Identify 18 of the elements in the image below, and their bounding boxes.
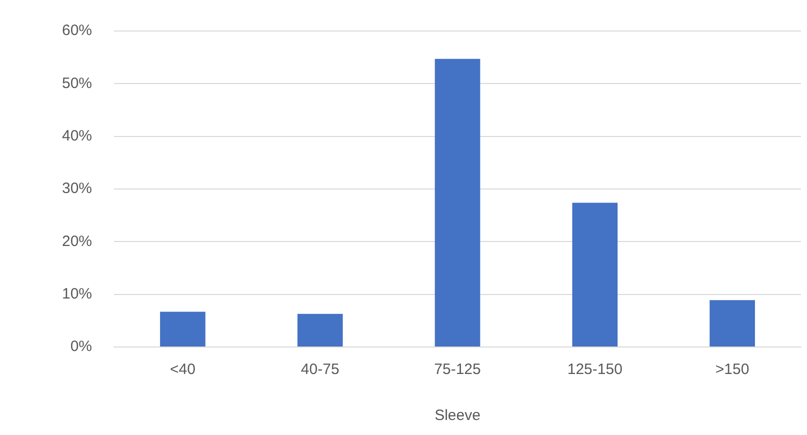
x-tick-label: <40 bbox=[170, 361, 196, 378]
y-tick-label: 30% bbox=[62, 180, 92, 198]
bar bbox=[572, 202, 618, 346]
y-tick-label: 40% bbox=[62, 127, 92, 144]
y-tick-label: 0% bbox=[70, 338, 92, 356]
x-axis-title: Sleeve bbox=[434, 407, 480, 424]
bar bbox=[160, 312, 206, 346]
x-tick-label: >150 bbox=[715, 361, 750, 378]
bar bbox=[710, 300, 755, 346]
y-tick-label: 50% bbox=[62, 74, 92, 92]
bar bbox=[297, 314, 343, 346]
bar bbox=[434, 58, 480, 346]
x-tick-label: 40-75 bbox=[300, 361, 340, 378]
y-tick-label: 60% bbox=[62, 22, 92, 40]
y-tick-label: 10% bbox=[62, 285, 92, 302]
x-tick-label: 75-125 bbox=[434, 361, 481, 378]
x-tick-label: 125-150 bbox=[567, 361, 622, 378]
y-tick-label: 20% bbox=[62, 232, 92, 250]
